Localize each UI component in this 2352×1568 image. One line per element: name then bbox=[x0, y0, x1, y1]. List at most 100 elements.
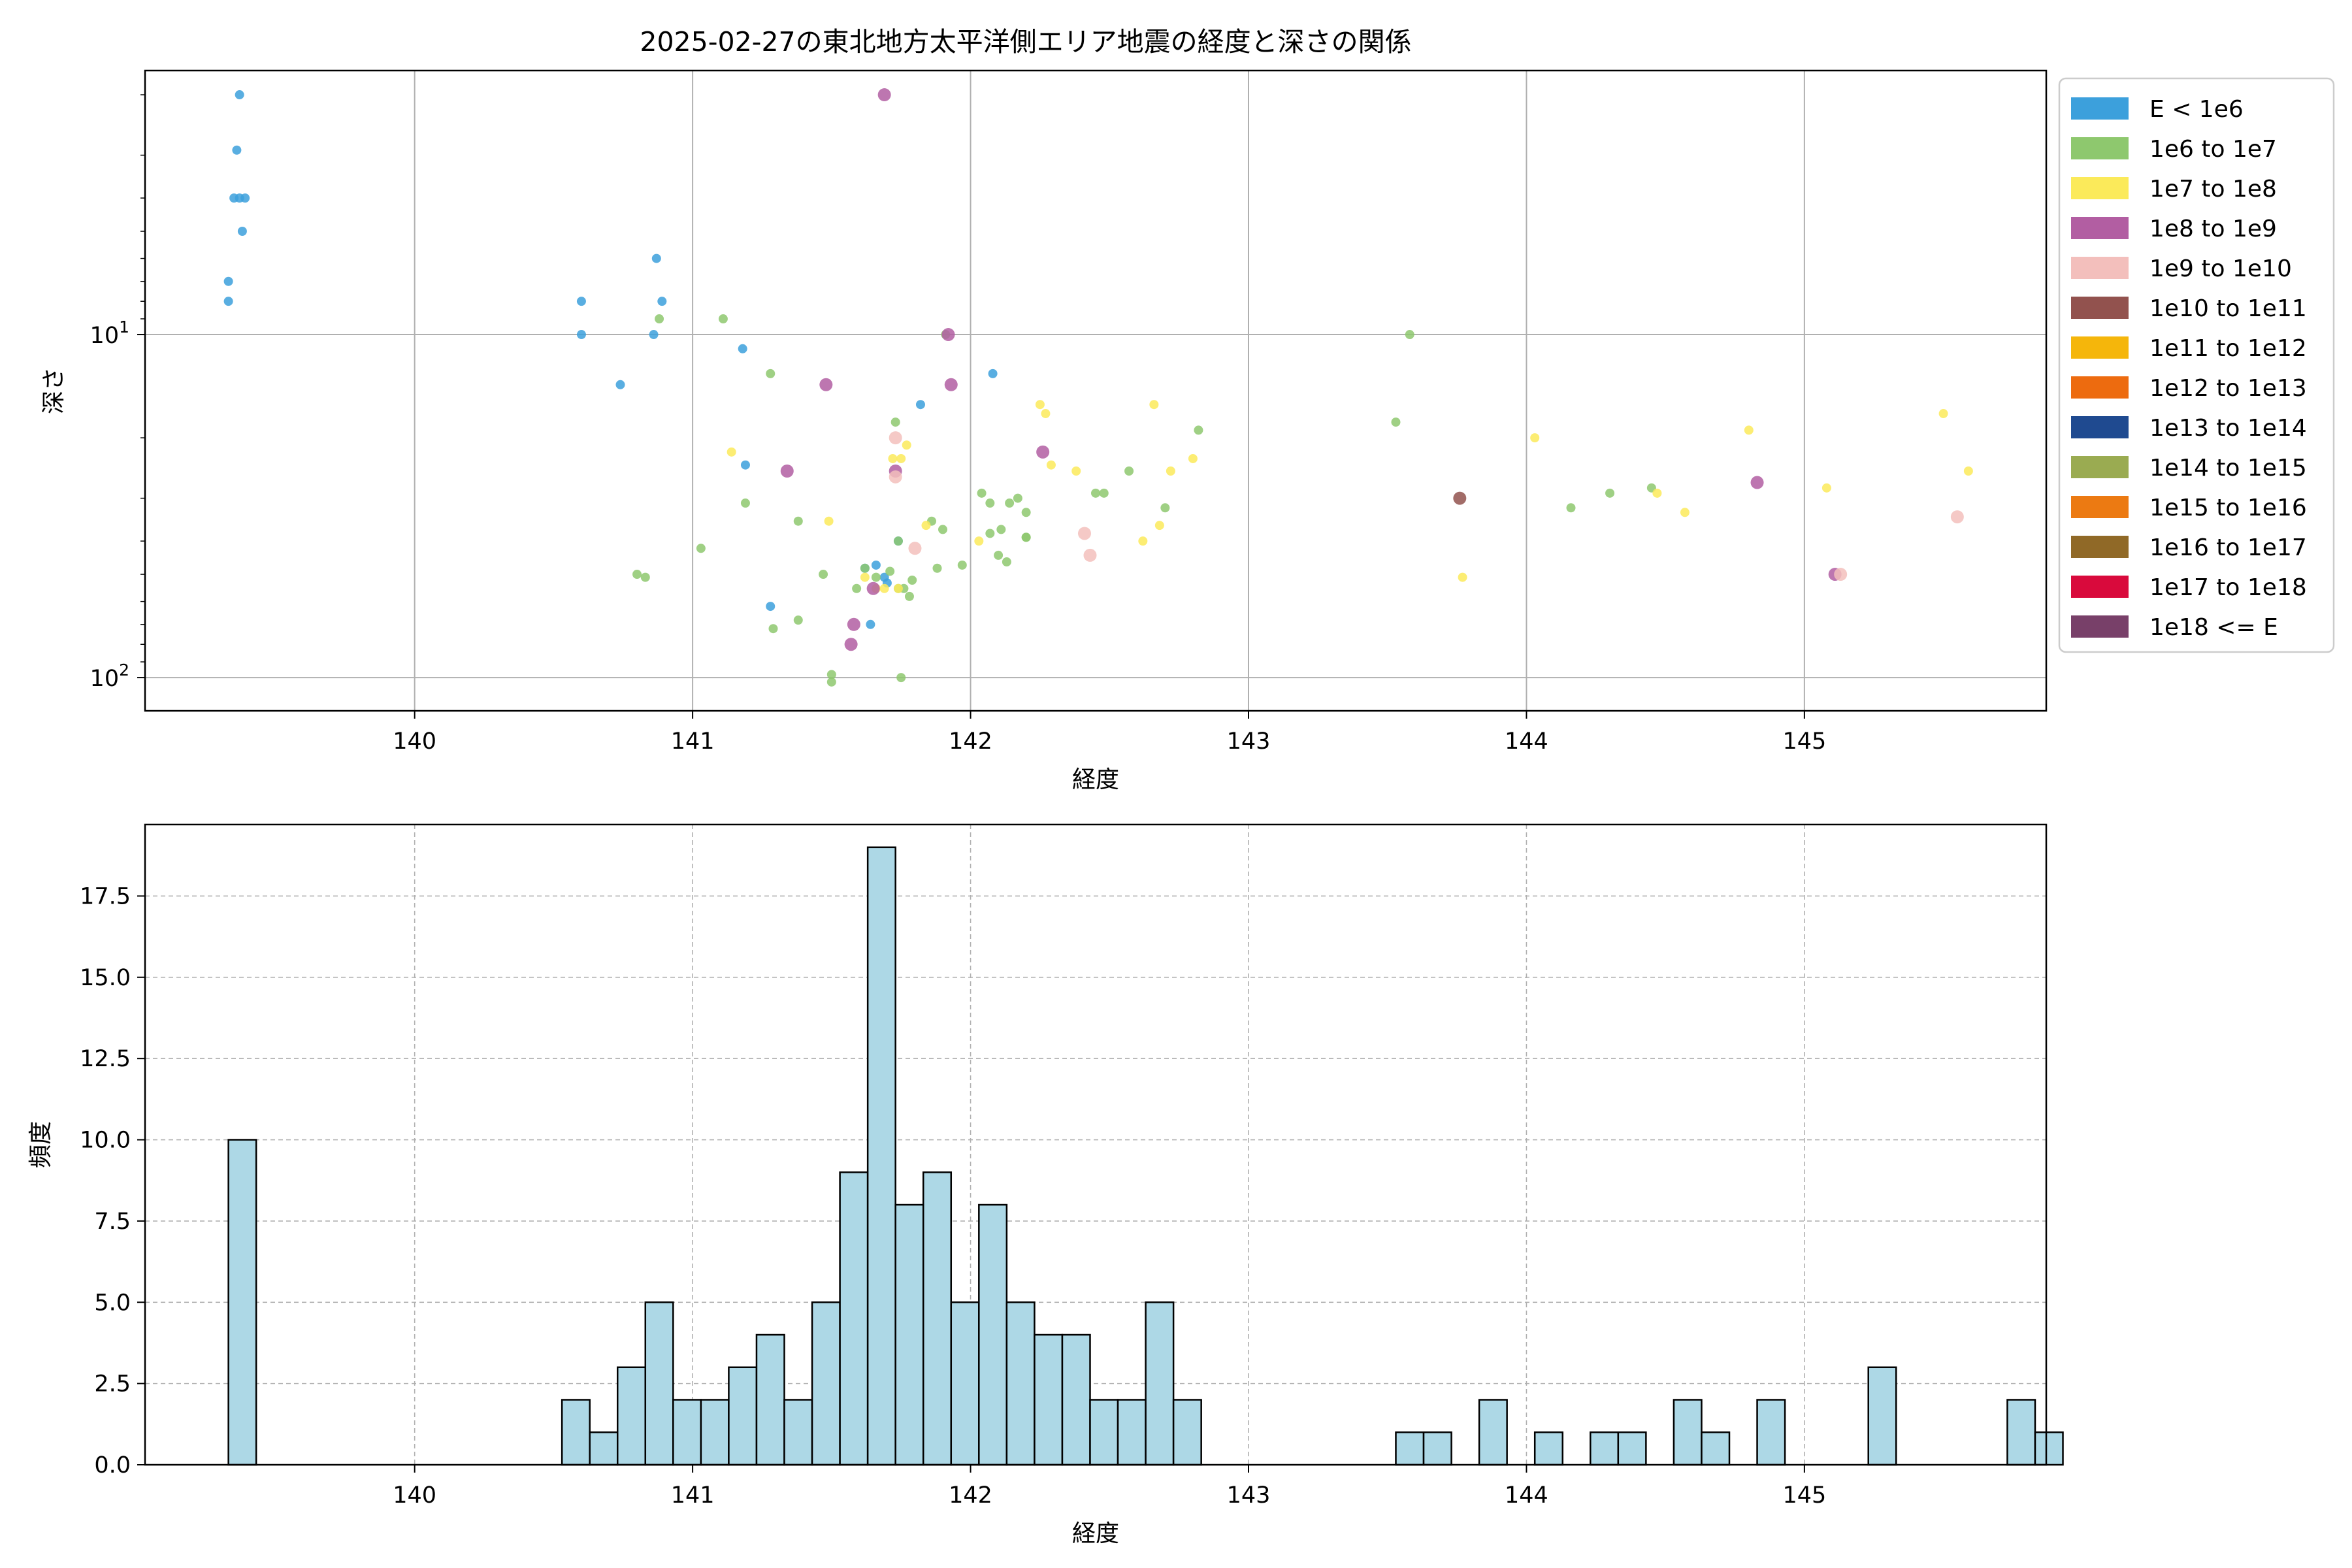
histogram-bar bbox=[839, 1171, 869, 1466]
x-tick-label: 141 bbox=[671, 1482, 715, 1509]
scatter-point bbox=[1138, 536, 1148, 546]
legend-swatch bbox=[2071, 496, 2129, 518]
legend-swatch bbox=[2071, 177, 2129, 199]
scatter-point bbox=[1834, 568, 1848, 581]
scatter-point bbox=[740, 460, 750, 470]
scatter-point bbox=[766, 368, 776, 378]
scatter-point bbox=[896, 453, 906, 463]
histogram-bar bbox=[1617, 1431, 1647, 1466]
x-tick-label: 144 bbox=[1505, 1482, 1548, 1509]
histogram-bar bbox=[950, 1301, 980, 1466]
scatter-point bbox=[907, 576, 917, 585]
legend-label: 1e13 to 1e14 bbox=[2149, 415, 2307, 442]
x-tick-label: 144 bbox=[1505, 728, 1548, 755]
scatter-point bbox=[1021, 508, 1031, 517]
scatter-point bbox=[232, 145, 242, 155]
scatter-point bbox=[826, 677, 836, 687]
scatter-point bbox=[1005, 498, 1015, 508]
legend-swatch bbox=[2071, 137, 2129, 159]
histogram-bar bbox=[2034, 1431, 2064, 1466]
y-tick-label: 12.5 bbox=[80, 1046, 131, 1072]
scatter-point bbox=[824, 516, 834, 526]
scatter-point bbox=[866, 619, 875, 629]
scatter-point bbox=[893, 536, 903, 546]
scatter-point bbox=[896, 673, 906, 683]
x-tick-label: 140 bbox=[393, 728, 436, 755]
histogram-bar bbox=[1422, 1431, 1452, 1466]
histogram-bar bbox=[1590, 1431, 1620, 1466]
histogram-bar bbox=[1867, 1366, 1897, 1466]
scatter-gridlines bbox=[145, 71, 2046, 711]
x-tick-label: 141 bbox=[671, 728, 715, 755]
scatter-point bbox=[657, 297, 667, 306]
legend-label: 1e9 to 1e10 bbox=[2149, 255, 2292, 282]
scatter-point bbox=[944, 378, 958, 391]
legend-label: 1e8 to 1e9 bbox=[2149, 216, 2277, 242]
scatter-point bbox=[977, 488, 987, 498]
scatter-y-axis-label: 深さ bbox=[41, 367, 67, 414]
histogram-bar bbox=[561, 1399, 591, 1466]
scatter-point bbox=[1124, 466, 1134, 476]
histogram-bar bbox=[644, 1301, 674, 1466]
scatter-point bbox=[871, 560, 881, 570]
scatter-point bbox=[615, 380, 625, 389]
scatter-point bbox=[768, 624, 778, 634]
scatter-point bbox=[1013, 493, 1022, 503]
scatter-point bbox=[780, 465, 794, 478]
scatter-point bbox=[915, 400, 925, 410]
histogram-bar bbox=[1478, 1399, 1508, 1466]
scatter-point bbox=[1149, 400, 1159, 410]
scatter-point bbox=[1680, 508, 1690, 517]
histogram-bar bbox=[227, 1139, 257, 1466]
scatter-axis-ticks: 140 141 142 143 144 145 101 102 bbox=[90, 94, 1826, 755]
histogram-bar bbox=[616, 1366, 647, 1466]
legend-swatch bbox=[2071, 576, 2129, 598]
scatter-point bbox=[655, 314, 664, 324]
scatter-point bbox=[1154, 521, 1164, 531]
y-tick-label: 102 bbox=[90, 661, 129, 692]
scatter-point bbox=[866, 581, 880, 595]
y-tick-label: 10.0 bbox=[80, 1128, 131, 1154]
histogram-bar bbox=[866, 846, 896, 1466]
x-tick-label: 143 bbox=[1227, 1482, 1271, 1509]
scatter-point bbox=[847, 617, 860, 631]
scatter-point bbox=[1821, 483, 1831, 493]
scatter-point bbox=[932, 563, 942, 573]
legend-label: 1e10 to 1e11 bbox=[2149, 295, 2307, 322]
scatter-point bbox=[860, 572, 870, 582]
scatter-point bbox=[1963, 466, 1973, 476]
scatter-point bbox=[893, 583, 903, 593]
scatter-point bbox=[696, 544, 706, 553]
scatter-point bbox=[576, 297, 586, 306]
legend-label: 1e11 to 1e12 bbox=[2149, 335, 2307, 362]
scatter-point bbox=[908, 542, 922, 555]
scatter-point bbox=[957, 560, 967, 570]
histogram-bar bbox=[1034, 1333, 1064, 1466]
histogram-bar bbox=[1089, 1399, 1119, 1466]
histogram-bar bbox=[1673, 1399, 1703, 1466]
scatter-points bbox=[223, 88, 1973, 687]
scatter-point bbox=[1046, 460, 1056, 470]
scatter-point bbox=[632, 570, 642, 580]
legend-label: 1e14 to 1e15 bbox=[2149, 455, 2307, 482]
legend-label: 1e12 to 1e13 bbox=[2149, 375, 2307, 402]
histogram-bar bbox=[1172, 1399, 1202, 1466]
scatter-point bbox=[938, 525, 948, 534]
scatter-point bbox=[888, 453, 898, 463]
scatter-point bbox=[1391, 417, 1401, 427]
x-tick-label: 145 bbox=[1782, 1482, 1826, 1509]
histogram-bar bbox=[2006, 1399, 2036, 1466]
scatter-point bbox=[649, 330, 659, 340]
x-tick-label: 142 bbox=[949, 728, 992, 755]
scatter-point bbox=[1744, 425, 1754, 435]
legend-frame bbox=[2058, 77, 2335, 653]
scatter-point bbox=[1099, 488, 1109, 498]
scatter-plot-frame bbox=[144, 69, 2048, 712]
scatter-point bbox=[1950, 510, 1964, 524]
scatter-point bbox=[1750, 476, 1764, 489]
histogram-bar bbox=[672, 1399, 702, 1466]
scatter-point bbox=[844, 638, 858, 651]
y-tick-label: 2.5 bbox=[94, 1371, 131, 1397]
scatter-point bbox=[640, 572, 650, 582]
